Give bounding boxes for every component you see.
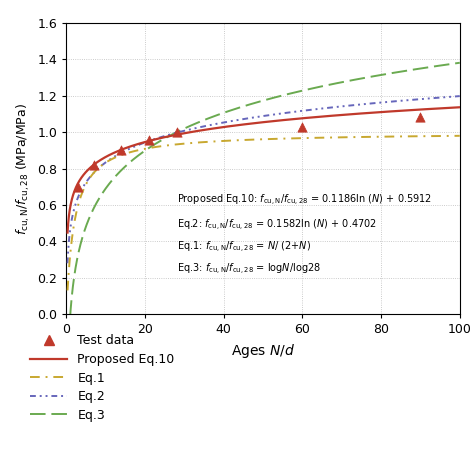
X-axis label: Ages $N/d$: Ages $N/d$ [231,342,295,360]
Text: Eq.3: $f_{\mathrm{cu,N}}/f_{\mathrm{cu,28}}$ = log$N$/log28: Eq.3: $f_{\mathrm{cu,N}}/f_{\mathrm{cu,2… [176,262,320,277]
Point [145,136,153,144]
Point [118,146,125,153]
Point [173,129,180,136]
Text: Proposed Eq.10: $f_{\mathrm{cu,N}}/f_{\mathrm{cu,28}}$ = 0.1186ln ($N$) + 0.5912: Proposed Eq.10: $f_{\mathrm{cu,N}}/f_{\m… [176,193,431,208]
Y-axis label: $f_{\mathrm{cu,N}}/f_{\mathrm{cu,28}}$ (MPa/MPa): $f_{\mathrm{cu,N}}/f_{\mathrm{cu,28}}$ (… [14,103,32,235]
Legend: Test data, Proposed Eq.10, Eq.1, Eq.2, Eq.3: Test data, Proposed Eq.10, Eq.1, Eq.2, E… [30,334,175,422]
Point [74,183,82,190]
Text: Eq.2: $f_{\mathrm{cu,N}}/f_{\mathrm{cu,28}}$ = 0.1582ln ($N$) + 0.4702: Eq.2: $f_{\mathrm{cu,N}}/f_{\mathrm{cu,2… [176,218,377,232]
Text: Eq.1: $f_{\mathrm{cu,N}}/f_{\mathrm{cu,28}}$ = $N$/ (2+$N$): Eq.1: $f_{\mathrm{cu,N}}/f_{\mathrm{cu,2… [176,240,310,255]
Point [90,161,98,169]
Point [417,113,424,121]
Point [299,123,306,130]
